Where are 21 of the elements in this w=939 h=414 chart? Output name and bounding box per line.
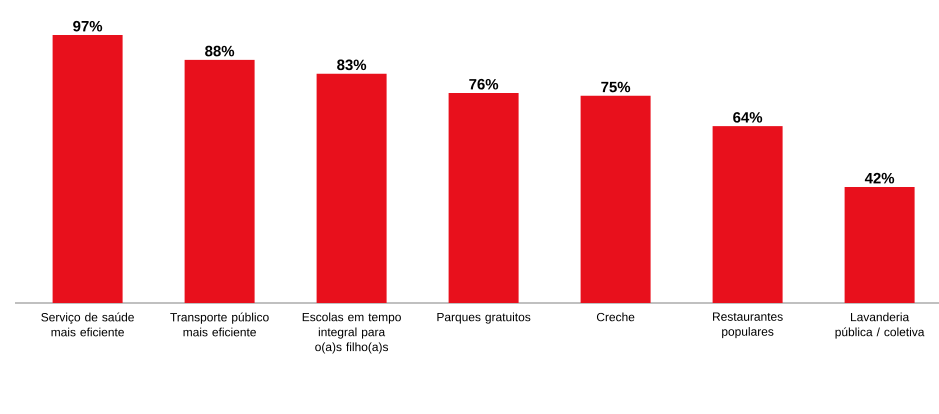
x-tick-label: Serviço de saúde mais eficiente (41, 312, 134, 336)
data-label: 76% (469, 78, 498, 90)
data-label: 83% (337, 60, 366, 70)
bar (184, 60, 255, 303)
bar (448, 93, 519, 303)
bar (844, 186, 915, 303)
x-tick-label: Escolas em tempo integral para o(a)s filho(a)s (302, 312, 401, 354)
data-label: 64% (733, 112, 762, 123)
bar (316, 74, 387, 303)
x-tick-label: Restaurantes populares (713, 312, 783, 338)
data-label: 97% (73, 20, 102, 32)
x-tick-label: Parques gratuitos (437, 312, 530, 324)
bar (712, 126, 783, 303)
x-tick-label: Lavanderia pública / coletiva (836, 312, 924, 339)
data-label: 75% (601, 82, 630, 92)
bar (580, 96, 651, 303)
x-tick-label: Transporte público mais eficiente (170, 312, 269, 336)
x-tick-label: Creche (596, 312, 634, 322)
data-label: 88% (205, 46, 234, 56)
data-label: 42% (864, 172, 894, 184)
bar (52, 35, 123, 303)
